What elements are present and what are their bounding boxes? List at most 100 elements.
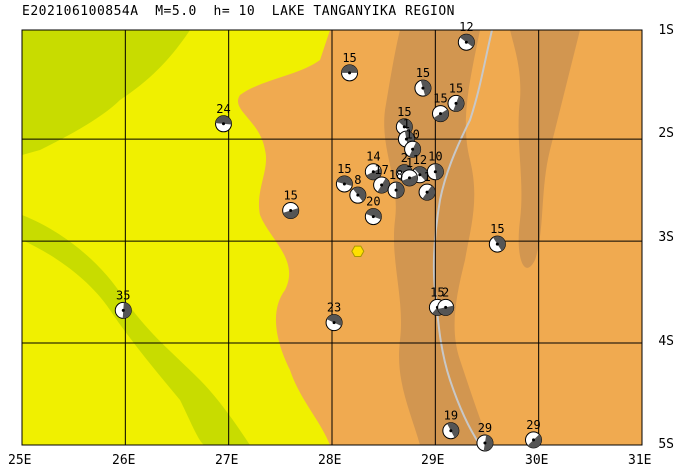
depth-label: 18	[389, 168, 403, 182]
depth-label: 29	[478, 421, 492, 435]
beachball-quadrant	[336, 175, 353, 187]
depth-label: 24	[216, 102, 230, 116]
beachball-center	[348, 71, 352, 75]
beachball-center	[433, 170, 437, 174]
beachball-center	[121, 308, 125, 312]
depth-label: 8	[354, 173, 361, 187]
depth-label: 15	[342, 51, 356, 65]
focal-mechanism-21[interactable]: 15	[488, 222, 506, 253]
focal-mechanism-12[interactable]: 10	[426, 150, 444, 181]
beachball-quadrant	[492, 236, 506, 251]
lon-label-27e: 27E	[215, 453, 239, 468]
beachball-center	[402, 125, 406, 129]
depth-label: 15	[433, 92, 447, 106]
beachball-quadrant	[414, 166, 428, 181]
beachball-center	[421, 86, 425, 90]
beachball-quadrant	[283, 208, 299, 219]
focal-mechanism-4[interactable]: 15	[432, 92, 449, 123]
depth-label: 2	[401, 151, 408, 165]
beachball-quadrant	[447, 422, 459, 438]
beachball-quadrant	[433, 109, 449, 122]
beachball-center	[289, 208, 293, 212]
beachball-quadrant	[122, 302, 132, 319]
focal-mechanism-26[interactable]: 19	[442, 409, 460, 440]
lon-label-29e: 29E	[421, 453, 445, 468]
beachball-quadrant	[326, 314, 343, 327]
depth-label: 10	[405, 127, 419, 141]
lon-label-30e: 30E	[525, 453, 549, 468]
beachball-center	[418, 173, 422, 177]
beachball-center	[425, 190, 429, 194]
map-frame	[21, 29, 643, 446]
depth-label: 17	[374, 163, 388, 177]
lon-label-28e: 28E	[318, 453, 342, 468]
beachball-quadrant	[395, 182, 405, 199]
focal-mechanism-28[interactable]: 29	[525, 418, 542, 449]
beachball-quadrant	[437, 305, 454, 316]
focal-mechanism-1[interactable]: 12	[457, 20, 475, 51]
focal-mechanism-27[interactable]: 29	[476, 421, 494, 452]
beachball-quadrant	[352, 187, 366, 202]
beachball-center	[464, 40, 468, 44]
beachball-center	[483, 441, 487, 445]
depth-label: 15	[283, 188, 297, 202]
beachball-quadrant	[527, 434, 542, 448]
beachball-center	[371, 215, 375, 219]
lat-label-1s: 1S	[658, 23, 674, 38]
beachball-quadrant	[420, 80, 431, 96]
beachball-center	[449, 429, 453, 433]
beachball-quadrant	[402, 174, 418, 186]
beachball-quadrant	[422, 185, 436, 201]
focal-mechanism-5[interactable]: 24	[215, 102, 232, 133]
focal-mechanism-24[interactable]: 2	[437, 285, 455, 316]
beachball-quadrant	[365, 208, 382, 220]
depth-label: 1	[406, 156, 413, 170]
lon-label-26e: 26E	[112, 453, 136, 468]
focal-mechanism-8[interactable]: 10	[404, 127, 422, 158]
depth-label: 12	[459, 20, 473, 34]
focal-mechanism-0[interactable]: 15	[341, 51, 359, 82]
beachball-quadrant	[453, 95, 464, 112]
lake-region	[22, 30, 190, 155]
depth-label: 29	[526, 418, 540, 432]
beachball-center	[408, 176, 411, 180]
depth-label: 15	[416, 66, 430, 80]
beachball-center	[454, 101, 458, 105]
mountain-east	[510, 30, 580, 268]
focal-mechanism-15[interactable]: 15	[335, 162, 353, 193]
focal-mechanism-16[interactable]: 8	[349, 173, 367, 204]
focal-mechanism-22[interactable]: 35	[114, 288, 132, 319]
depth-label: 10	[428, 150, 442, 164]
beachball-center	[222, 122, 225, 126]
graticule	[22, 30, 642, 445]
depth-label: 15	[490, 222, 504, 236]
focal-mechanism-18[interactable]: 1	[418, 170, 436, 201]
beachball-quadrant	[341, 64, 358, 73]
focal-mechanism-17[interactable]: 18	[387, 168, 405, 199]
focal-mechanism-19[interactable]: 15	[282, 188, 300, 219]
beachball-center	[404, 137, 408, 141]
lon-label-31e: 31E	[628, 453, 652, 468]
beachball-center	[495, 242, 499, 246]
beachball-quadrant	[377, 178, 390, 193]
depth-label: 15	[430, 285, 444, 299]
focal-mechanism-2[interactable]: 15	[414, 66, 432, 97]
depth-label: 19	[444, 409, 458, 423]
focal-mechanism-9[interactable]: 14	[364, 150, 382, 181]
depth-label: 2	[442, 285, 449, 299]
depth-label: 1	[403, 117, 410, 131]
lake-inner	[22, 240, 205, 445]
focal-mechanism-3[interactable]: 15	[447, 81, 465, 112]
depth-label: 35	[116, 288, 130, 302]
depth-label: 14	[366, 150, 380, 164]
beachball-quadrant	[434, 163, 444, 180]
focal-mechanism-25[interactable]: 23	[325, 301, 343, 332]
focal-mechanism-14[interactable]: 1	[401, 156, 418, 187]
focal-mechanism-20[interactable]: 20	[364, 195, 382, 226]
beachball-center	[439, 112, 442, 116]
lat-label-4s: 4S	[658, 334, 674, 349]
lat-label-3s: 3S	[658, 230, 674, 245]
lat-label-5s: 5S	[658, 437, 674, 452]
beachball-quadrant	[409, 142, 421, 158]
